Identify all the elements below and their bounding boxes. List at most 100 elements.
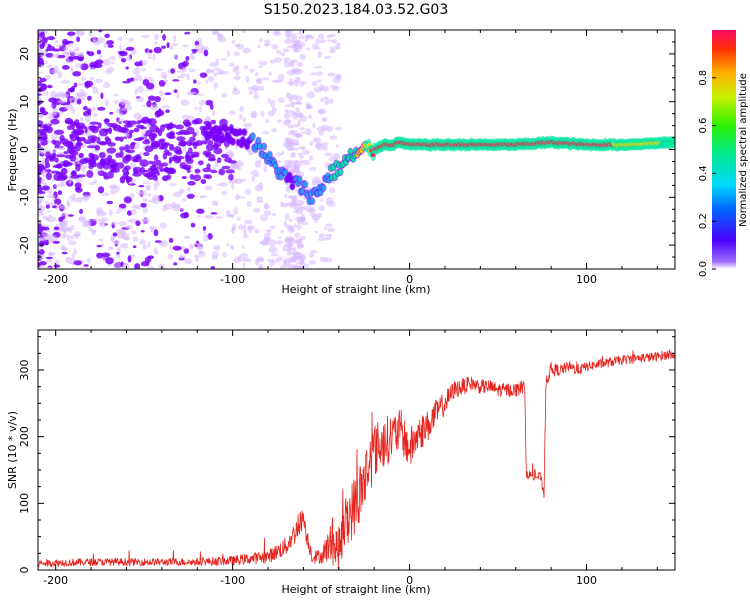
spectrogram-noise-blob bbox=[122, 155, 130, 164]
spectrogram-noise-blob bbox=[38, 199, 43, 204]
spectrogram-noise-blob bbox=[189, 136, 196, 142]
spectrogram-noise-blob bbox=[243, 224, 247, 232]
spectrogram-noise-blob bbox=[297, 119, 301, 127]
spectrogram-noise-blob bbox=[113, 99, 119, 104]
spectrogram-noise-blob bbox=[326, 34, 334, 38]
spectrogram-noise-blob bbox=[280, 52, 286, 57]
spectrogram-noise-blob bbox=[77, 139, 82, 146]
spectrogram-noise-blob bbox=[128, 37, 135, 42]
spectrogram-noise-blob bbox=[60, 92, 66, 99]
spectrogram-noise-blob bbox=[42, 226, 50, 231]
spectrogram-noise-blob bbox=[126, 78, 134, 82]
spectrogram-noise-blob bbox=[330, 84, 339, 89]
spectrogram-marks bbox=[38, 30, 675, 269]
spectrogram-noise-blob bbox=[72, 71, 82, 77]
spectrogram-noise-blob bbox=[89, 121, 99, 125]
spectrogram-noise-blob bbox=[59, 234, 67, 239]
spectrogram-noise-blob bbox=[132, 68, 140, 75]
spectrogram-noise-blob bbox=[78, 89, 85, 93]
spectrogram-noise-blob bbox=[61, 251, 68, 255]
spectrogram-noise-blob bbox=[96, 161, 105, 170]
spectrogram-noise-blob bbox=[96, 244, 103, 248]
spectrogram-noise-blob bbox=[291, 94, 298, 101]
spectrogram-noise-blob bbox=[258, 60, 268, 66]
spectrogram-ridge-point bbox=[257, 143, 263, 150]
spectrogram-noise-blob bbox=[290, 111, 297, 116]
spectrogram-noise-blob bbox=[299, 41, 306, 47]
spectrogram-noise-blob bbox=[119, 242, 129, 249]
spectrogram-noise-blob bbox=[49, 104, 54, 108]
spectrogram-noise-blob bbox=[211, 30, 219, 35]
spectrogram-noise-blob bbox=[284, 213, 290, 221]
spectrogram-noise-blob bbox=[185, 158, 194, 164]
spectrogram-noise-blob bbox=[296, 224, 302, 230]
spectrogram-noise-blob bbox=[122, 120, 131, 124]
spectrogram-noise-blob bbox=[199, 105, 203, 113]
spectrogram-noise-blob bbox=[180, 207, 185, 211]
spectrogram-noise-blob bbox=[174, 124, 185, 130]
spectrogram-noise-blob bbox=[290, 60, 295, 68]
spectrogram-noise-blob bbox=[135, 220, 141, 227]
spectrogram-noise-blob bbox=[48, 112, 57, 117]
spectrogram-noise-blob bbox=[75, 62, 83, 69]
spectrogram-noise-blob bbox=[215, 58, 219, 66]
spectrogram-noise-blob bbox=[236, 43, 245, 50]
spectrogram-noise-blob bbox=[324, 152, 333, 157]
spectrogram-noise-blob bbox=[70, 97, 80, 101]
spectrogram-noise-blob bbox=[186, 193, 195, 199]
spectrogram-noise-blob bbox=[239, 105, 245, 113]
snr-ytick-label: 200 bbox=[18, 426, 31, 447]
spectrogram-noise-blob bbox=[283, 220, 288, 228]
snr-ytick-label: 300 bbox=[18, 360, 31, 381]
spectrogram-noise-blob bbox=[169, 130, 175, 138]
spectrogram-noise-blob bbox=[315, 38, 321, 45]
spectrogram-noise-blob bbox=[189, 52, 194, 59]
spectrogram-noise-blob bbox=[97, 186, 105, 194]
spectrogram-noise-blob bbox=[186, 73, 191, 81]
spectrogram-ytick-label: 10 bbox=[18, 95, 31, 109]
spectrogram-noise-blob bbox=[142, 206, 148, 214]
spectrogram-noise-blob bbox=[114, 136, 121, 141]
spectrogram-xtick-label: 0 bbox=[406, 273, 413, 286]
spectrogram-noise-blob bbox=[78, 152, 84, 159]
spectrogram-noise-blob bbox=[53, 226, 60, 231]
spectrogram-noise-blob bbox=[284, 193, 288, 199]
spectrogram-noise-blob bbox=[194, 168, 201, 174]
spectrogram-noise-blob bbox=[292, 160, 301, 168]
spectrogram-noise-blob bbox=[69, 198, 79, 203]
spectrogram-noise-blob bbox=[75, 143, 81, 152]
spectrogram-noise-blob bbox=[55, 154, 66, 158]
spectrogram-noise-blob bbox=[162, 33, 166, 41]
spectrogram-noise-blob bbox=[71, 162, 77, 166]
spectrogram-noise-blob bbox=[146, 118, 152, 124]
spectrogram-noise-blob bbox=[40, 31, 45, 38]
spectrogram-noise-blob bbox=[98, 141, 108, 145]
spectrogram-noise-blob bbox=[173, 191, 182, 198]
spectrogram-noise-blob bbox=[89, 161, 98, 168]
colorbar-tick-label: 0.0 bbox=[698, 261, 709, 277]
spectrogram-noise-blob bbox=[258, 38, 263, 43]
snr-xtick-label: 0 bbox=[406, 574, 413, 587]
spectrogram-noise-blob bbox=[287, 195, 294, 199]
spectrogram-noise-blob bbox=[127, 219, 133, 223]
spectrogram-noise-blob bbox=[75, 163, 81, 172]
spectrogram-noise-blob bbox=[52, 148, 57, 153]
spectrogram-noise-blob bbox=[333, 152, 340, 160]
spectrogram-noise-blob bbox=[304, 37, 309, 43]
spectrogram-noise-blob bbox=[324, 97, 330, 106]
spectrogram-noise-blob bbox=[198, 99, 207, 106]
colorbar-ticks: 0.0 0.2 0.4 0.6 0.8 bbox=[698, 70, 716, 277]
spectrogram-noise-blob bbox=[78, 215, 85, 221]
spectrogram-noise-blob bbox=[270, 100, 276, 108]
snr-xtick-label: 100 bbox=[576, 574, 597, 587]
spectrogram-noise-blob bbox=[153, 184, 158, 191]
spectrogram-noise-blob bbox=[179, 254, 183, 260]
spectrogram-noise-blob bbox=[321, 118, 327, 123]
spectrogram-noise-blob bbox=[51, 139, 56, 145]
spectrogram-noise-blob bbox=[39, 106, 46, 113]
spectrogram-noise-blob bbox=[324, 257, 333, 263]
spectrogram-noise-blob bbox=[213, 72, 218, 78]
spectrogram-noise-blob bbox=[225, 209, 231, 218]
spectrogram-noise-blob bbox=[228, 62, 235, 67]
spectrogram-noise-blob bbox=[52, 164, 63, 169]
